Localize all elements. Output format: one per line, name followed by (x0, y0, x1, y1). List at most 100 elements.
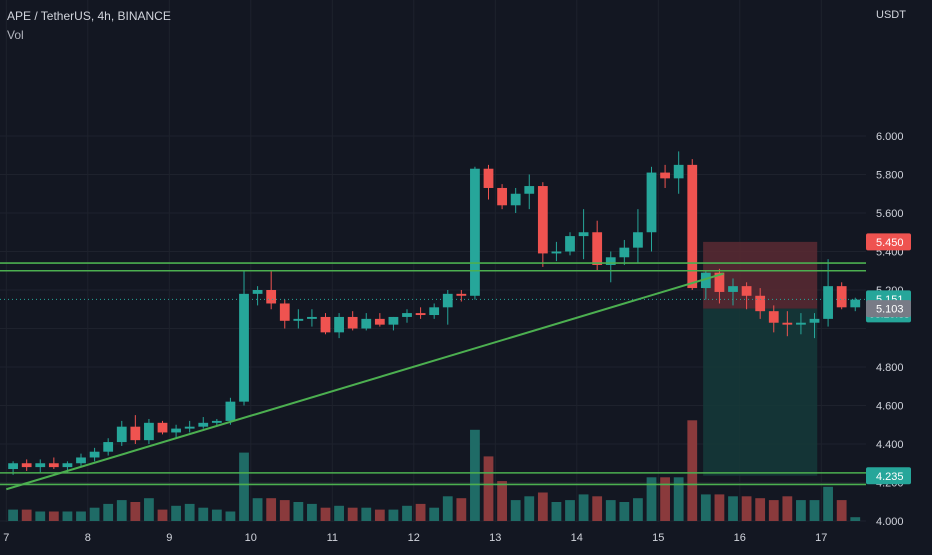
volume-bar (700, 494, 711, 521)
volume-bar (415, 503, 426, 521)
candle-body (266, 290, 277, 304)
volume-bar (225, 511, 236, 521)
candle-body (687, 164, 698, 289)
volume-bar (633, 498, 643, 521)
candle-body (198, 422, 209, 427)
volume-bar (768, 500, 779, 521)
candle-body (673, 164, 684, 179)
volume-bar (565, 500, 575, 521)
volume-bar (714, 494, 725, 521)
date-tick-label: 14 (571, 532, 583, 544)
volume-bar (510, 500, 521, 521)
date-tick-label: 16 (734, 532, 746, 544)
candle-body (62, 463, 73, 468)
volume-bar (728, 496, 738, 521)
candle-body (796, 322, 806, 325)
volume-bar (361, 507, 372, 521)
volume-bar (456, 498, 467, 521)
volume-bar (198, 507, 209, 521)
volume-bar (660, 477, 670, 521)
volume-bar (130, 502, 141, 521)
volume-bar (266, 498, 277, 521)
date-tick-label: 7 (3, 532, 9, 544)
volume-bar (157, 509, 168, 521)
volume-bar (809, 500, 820, 521)
candle-body (184, 426, 195, 429)
volume-bar (184, 503, 195, 521)
volume-bar (429, 507, 440, 521)
candle-body (48, 463, 59, 468)
volume-bar (796, 500, 806, 521)
candle-body (347, 316, 358, 329)
price-tick-label: 6.000 (876, 131, 904, 143)
candle-body (334, 316, 344, 333)
volume-bar (755, 498, 766, 521)
candle-body (700, 272, 711, 289)
volume-bar (252, 498, 263, 521)
volume-bar (334, 505, 344, 521)
candle-body (374, 318, 385, 325)
candle-body (130, 426, 141, 441)
candle-body (592, 232, 603, 265)
price-axis-label-text: 4.235 (876, 471, 904, 483)
candle-body (116, 426, 127, 443)
volume-bar (823, 486, 833, 521)
candle-body (578, 232, 589, 237)
candle-body (307, 316, 317, 319)
volume-bar (646, 477, 657, 521)
candle-body (741, 286, 752, 296)
date-tick-label: 8 (85, 532, 91, 544)
volume-bar (279, 500, 290, 521)
volume-bar (578, 494, 589, 521)
volume-bar (374, 509, 385, 521)
volume-bar (673, 477, 684, 521)
volume-indicator-label[interactable]: Vol (7, 28, 24, 42)
candle-body (728, 286, 738, 292)
candle-body (660, 172, 670, 179)
volume-bar (171, 505, 181, 521)
price-tick-label: 5.800 (876, 170, 904, 182)
price-tick-label: 4.000 (876, 516, 904, 528)
volume-bar (537, 492, 548, 521)
candle-body (279, 303, 290, 321)
volume-bar (8, 509, 18, 521)
price-axis-label-text: 5.450 (876, 237, 904, 249)
candle-body (8, 463, 18, 470)
symbol-title: APE / TetherUS, 4h, BINANCE (7, 9, 171, 23)
volume-bar (687, 420, 698, 521)
volume-bar (442, 496, 453, 521)
candle-body (293, 318, 304, 321)
candle-body (252, 290, 263, 294)
volume-bar (782, 496, 793, 521)
candle-body (823, 286, 833, 319)
price-axis-label-text: 5.103 (876, 304, 904, 316)
price-tick-label: 4.600 (876, 401, 904, 413)
candle-body (89, 451, 100, 458)
candle-body (551, 251, 562, 254)
candle-body (836, 286, 847, 308)
volume-bar (592, 496, 603, 521)
candle-body (388, 316, 399, 325)
candle-body (714, 272, 725, 292)
price-tick-label: 4.400 (876, 439, 904, 451)
candle-body (76, 457, 86, 464)
trendline (6, 272, 724, 491)
volume-bar (483, 456, 494, 521)
date-tick-label: 9 (166, 532, 172, 544)
volume-bar (116, 500, 127, 521)
candle-body (510, 193, 521, 206)
currency-label[interactable]: USDT (876, 9, 906, 21)
price-axis-label (866, 233, 911, 251)
volume-bar (741, 496, 752, 521)
candle-body (171, 428, 181, 433)
date-tick-label: 17 (815, 532, 827, 544)
volume-bar (48, 511, 59, 521)
candle-body (809, 318, 820, 323)
volume-bar (836, 500, 847, 521)
volume-bar (320, 507, 331, 521)
volume-bar (850, 517, 861, 521)
candle-body (21, 463, 32, 468)
candle-body (144, 422, 154, 441)
